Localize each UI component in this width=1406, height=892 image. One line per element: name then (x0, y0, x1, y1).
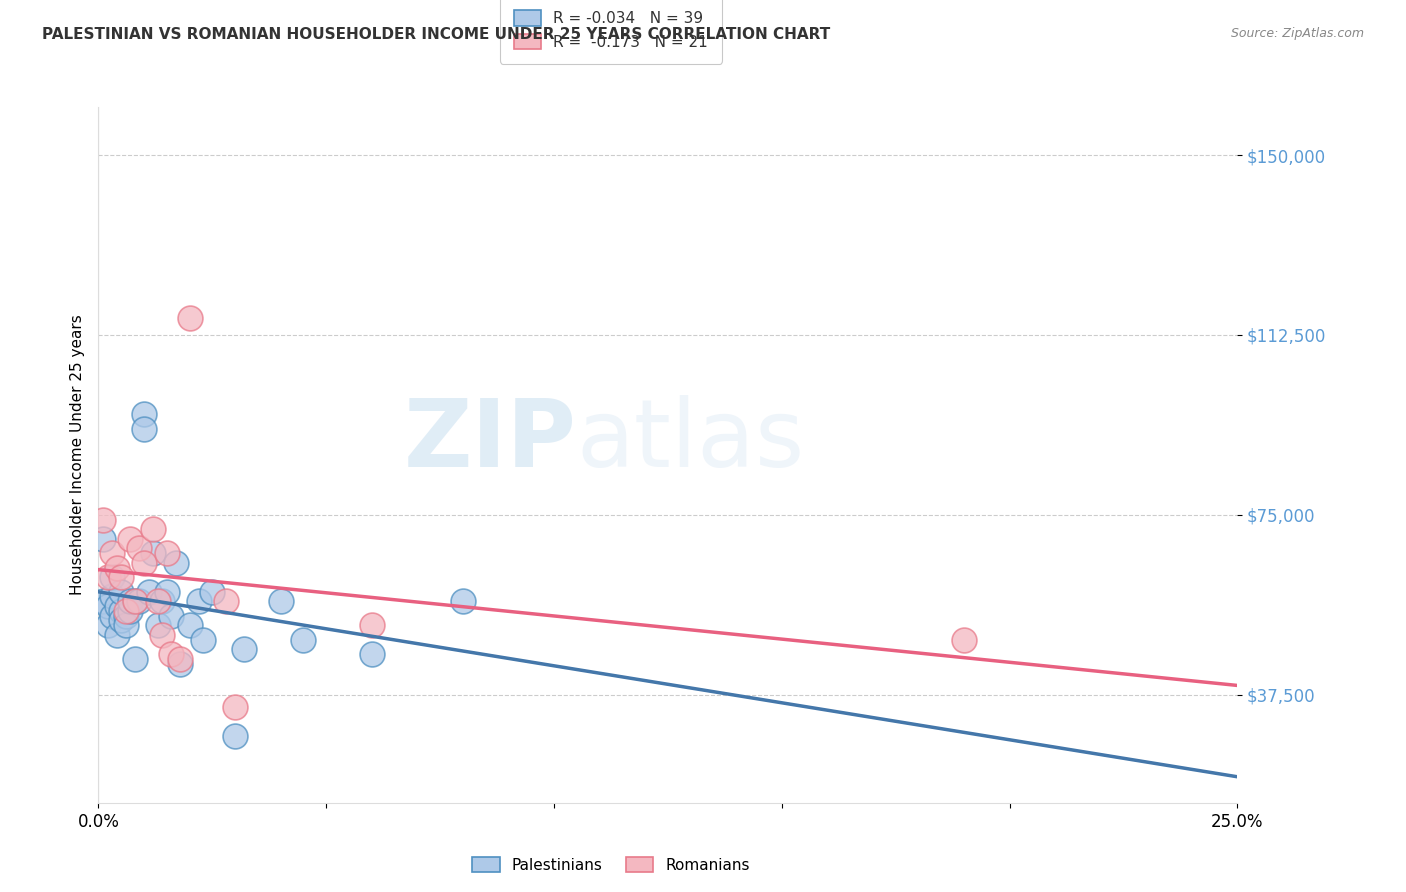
Point (105, 560, 128, 574)
Text: atlas: atlas (576, 395, 806, 487)
Point (105, 599, 128, 613)
Point (110, 584, 132, 599)
Point (215, 594, 238, 608)
Point (451, 594, 474, 608)
Point (101, 608, 124, 623)
Point (101, 546, 124, 560)
Point (169, 657, 191, 671)
Text: Source: ZipAtlas.com: Source: ZipAtlas.com (1230, 27, 1364, 40)
Point (101, 570, 124, 584)
Point (105, 628, 128, 642)
Point (114, 604, 136, 618)
Point (91, 594, 114, 608)
Point (150, 594, 173, 608)
Y-axis label: Householder Income Under 25 years: Householder Income Under 25 years (69, 315, 84, 595)
Point (187, 594, 209, 608)
Point (165, 556, 187, 570)
Point (179, 311, 201, 326)
Point (193, 632, 215, 647)
Point (292, 632, 315, 647)
Point (91, 513, 114, 527)
Point (120, 604, 142, 618)
Point (146, 618, 169, 632)
Point (110, 570, 132, 584)
Point (270, 594, 292, 608)
Point (114, 618, 136, 632)
Point (101, 590, 124, 604)
Point (150, 628, 173, 642)
Point (120, 532, 142, 546)
Point (142, 522, 165, 536)
Point (128, 594, 150, 608)
Point (179, 618, 201, 632)
Point (110, 614, 132, 628)
Point (224, 699, 246, 714)
Legend: Palestinians, Romanians: Palestinians, Romanians (465, 850, 756, 879)
Point (138, 584, 160, 599)
Point (110, 604, 132, 618)
Point (132, 407, 155, 421)
Point (120, 594, 142, 608)
Text: ZIP: ZIP (404, 395, 576, 487)
Point (224, 729, 246, 743)
Point (142, 546, 165, 560)
Point (360, 618, 382, 632)
Point (114, 608, 136, 623)
Point (96, 570, 118, 584)
Point (233, 642, 256, 657)
Point (128, 541, 150, 556)
Point (169, 652, 191, 666)
Point (132, 421, 155, 435)
Point (124, 652, 146, 666)
Point (201, 584, 224, 599)
Point (156, 546, 179, 560)
Point (96, 599, 118, 613)
Point (160, 608, 183, 623)
Point (953, 632, 976, 647)
Point (156, 584, 179, 599)
Text: PALESTINIAN VS ROMANIAN HOUSEHOLDER INCOME UNDER 25 YEARS CORRELATION CHART: PALESTINIAN VS ROMANIAN HOUSEHOLDER INCO… (42, 27, 831, 42)
Point (124, 594, 146, 608)
Point (360, 647, 382, 661)
Point (160, 647, 183, 661)
Point (124, 594, 146, 608)
Point (146, 594, 169, 608)
Point (96, 618, 118, 632)
Point (91, 532, 114, 546)
Point (132, 556, 155, 570)
